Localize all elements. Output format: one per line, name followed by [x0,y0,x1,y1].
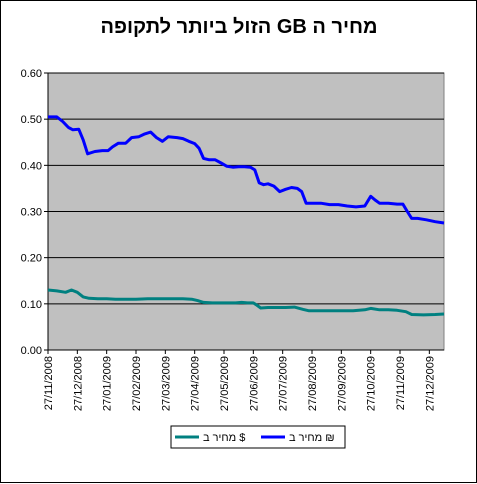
x-tick-label: 27/07/2009 [278,356,290,411]
x-tick-label: 27/05/2009 [219,356,231,411]
legend-label: מחיר ב ₪ [289,432,335,444]
legend: מחיר ב $ מחיר ב ₪ [170,425,346,449]
legend-label: מחיר ב $ [203,432,245,444]
gridlines [48,72,444,305]
axes: 0.00 0.10 0.20 0.30 0.40 0.50 0.60 27/11/2008 27… [21,68,444,411]
x-tick-label: 27/04/2009 [190,356,202,411]
x-tick-label: 27/03/2009 [160,356,172,411]
x-tick-label: 27/11/2008 [43,356,55,410]
chart-title: מחיר ה GB הזול ביותר לתקופה [100,16,377,38]
y-tick-label: 0.60 [21,68,42,80]
x-tick-label: 27/06/2009 [248,356,260,411]
legend-box [170,425,346,449]
series-line-0 [48,115,445,225]
series-lines [47,115,445,317]
y-tick-label: 0.00 [21,345,42,357]
x-tick-label: 27/09/2009 [336,356,348,411]
x-tick-label: 27/12/2009 [424,356,436,411]
x-tick-label: 27/11/2009 [395,356,407,410]
x-tick-label: 27/12/2008 [72,356,84,411]
x-tick-label: 27/01/2009 [102,356,114,411]
x-tick-label: 27/02/2009 [131,356,143,411]
y-tick-label: 0.10 [21,299,42,311]
series-line-1 [47,288,445,317]
y-tick-label: 0.50 [21,114,42,126]
x-tick-label: 27/10/2009 [366,356,378,411]
y-tick-label: 0.20 [21,253,42,265]
x-tick-label: 27/08/2009 [307,356,319,411]
y-tick-label: 0.40 [21,160,42,172]
y-tick-label: 0.30 [21,207,42,219]
